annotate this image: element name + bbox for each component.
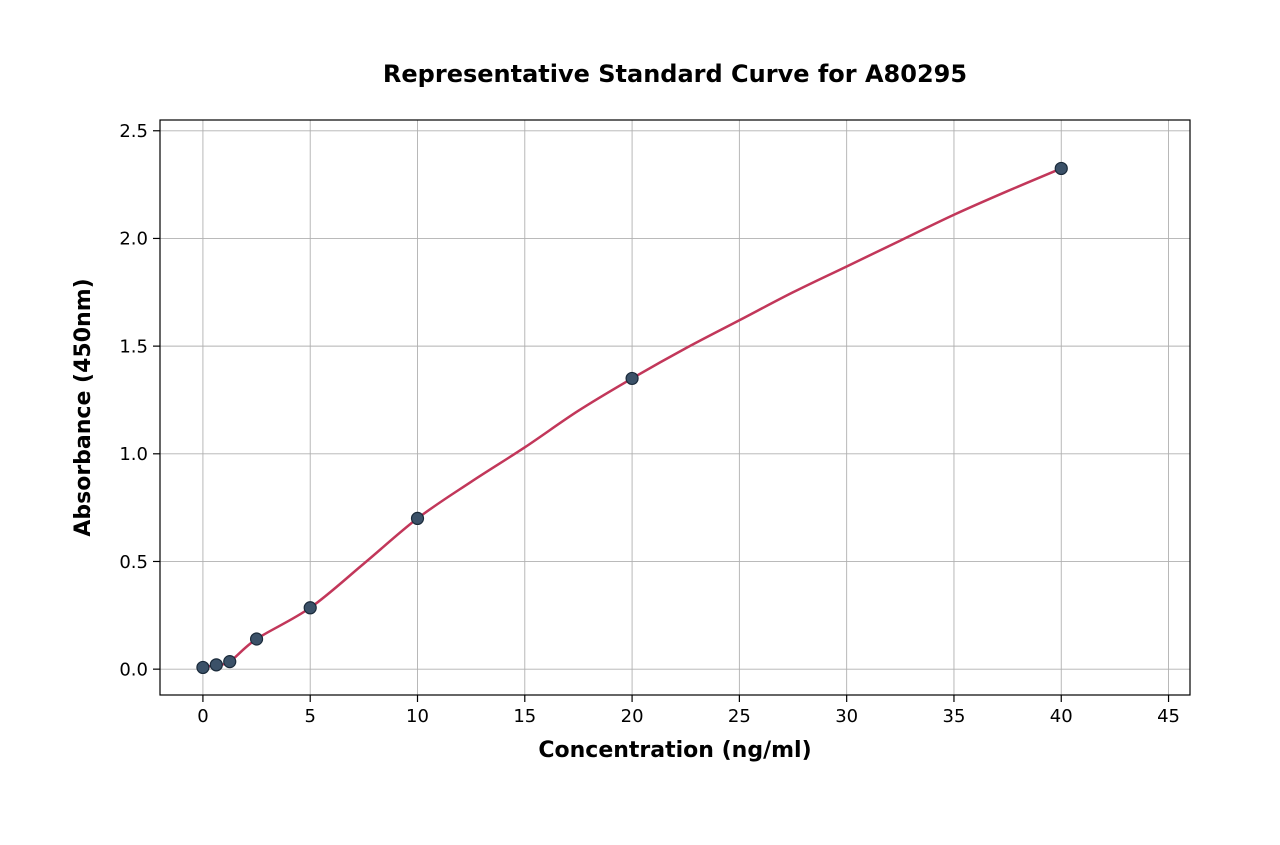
- data-point: [412, 512, 424, 524]
- x-tick-label: 10: [406, 706, 429, 727]
- y-tick-label: 0.0: [119, 659, 148, 680]
- x-tick-label: 40: [1050, 706, 1073, 727]
- y-tick-label: 1.0: [119, 444, 148, 465]
- standard-curve-chart: 0 5 10 15 20 25 30 35 40 45 0.0 0.5 1.0 1.5 2.0 2.5 Repr…: [0, 0, 1280, 845]
- x-tick-label: 0: [197, 706, 208, 727]
- x-tick-label: 30: [835, 706, 858, 727]
- x-tick-label: 35: [943, 706, 966, 727]
- x-axis-label: Concentration (ng/ml): [538, 738, 811, 763]
- x-tick-label: 15: [513, 706, 536, 727]
- y-tick-label: 2.0: [119, 229, 148, 250]
- data-point: [210, 659, 222, 671]
- x-tick-label: 45: [1157, 706, 1180, 727]
- x-tick-label: 25: [728, 706, 751, 727]
- data-point: [304, 602, 316, 614]
- x-tick-label: 5: [304, 706, 315, 727]
- x-tick-label: 20: [621, 706, 644, 727]
- y-axis-label: Absorbance (450nm): [71, 278, 96, 536]
- data-point: [224, 656, 236, 668]
- y-tick-label: 1.5: [119, 336, 148, 357]
- chart-container: 0 5 10 15 20 25 30 35 40 45 0.0 0.5 1.0 1.5 2.0 2.5 Repr…: [0, 0, 1280, 845]
- y-tick-label: 0.5: [119, 552, 148, 573]
- y-tick-label: 2.5: [119, 121, 148, 142]
- data-point: [197, 661, 209, 673]
- data-point: [1055, 162, 1067, 174]
- data-point: [251, 633, 263, 645]
- chart-title: Representative Standard Curve for A80295: [383, 60, 967, 88]
- data-point: [626, 372, 638, 384]
